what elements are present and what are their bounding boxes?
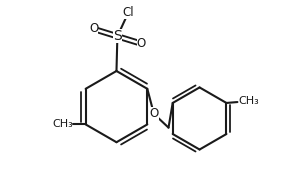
Text: S: S	[113, 29, 122, 43]
Text: O: O	[136, 37, 146, 50]
Text: O: O	[149, 107, 159, 120]
Text: CH₃: CH₃	[52, 119, 73, 129]
Text: Cl: Cl	[122, 6, 134, 19]
Text: O: O	[89, 22, 98, 36]
Text: CH₃: CH₃	[238, 96, 259, 106]
